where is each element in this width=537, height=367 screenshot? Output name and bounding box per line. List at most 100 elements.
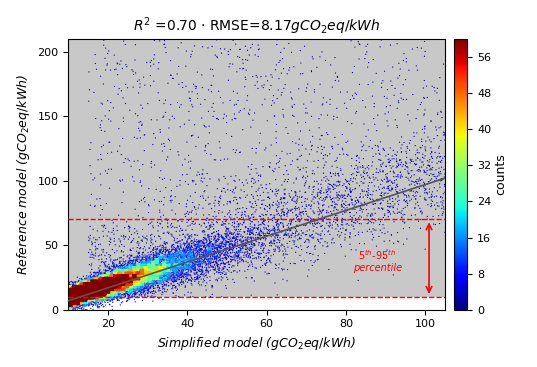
Point xyxy=(76,283,85,289)
Point xyxy=(203,257,212,262)
Point xyxy=(117,284,125,290)
Point xyxy=(54,297,62,302)
Point xyxy=(66,307,75,313)
Point xyxy=(58,295,67,301)
Point xyxy=(64,296,72,302)
Point xyxy=(397,145,405,151)
Point xyxy=(78,290,86,296)
Point xyxy=(167,252,176,258)
Point xyxy=(56,300,65,306)
Point xyxy=(66,292,75,298)
Point xyxy=(253,79,262,85)
Point xyxy=(66,295,74,301)
Point xyxy=(134,270,142,276)
Point xyxy=(262,231,270,237)
Point xyxy=(192,181,200,187)
Point xyxy=(79,299,88,305)
Point xyxy=(50,300,59,306)
Point xyxy=(74,292,82,298)
Point xyxy=(56,302,65,308)
Point xyxy=(49,297,57,303)
Point xyxy=(54,294,63,300)
Point xyxy=(82,293,90,299)
Point xyxy=(61,294,70,300)
Point xyxy=(165,270,174,276)
Point xyxy=(62,298,70,304)
Point xyxy=(88,242,96,248)
Point xyxy=(62,294,70,299)
Point xyxy=(64,292,73,298)
Point xyxy=(45,298,54,304)
Point xyxy=(122,298,131,304)
Point xyxy=(125,268,134,273)
Point xyxy=(259,229,267,235)
Point xyxy=(58,296,67,302)
Point xyxy=(133,274,142,280)
Point xyxy=(118,267,127,273)
Point xyxy=(128,264,137,270)
Point xyxy=(45,294,54,300)
Point xyxy=(85,291,94,297)
Point xyxy=(64,288,73,294)
Point xyxy=(79,280,88,286)
Point xyxy=(105,275,114,281)
Point xyxy=(48,297,57,303)
Point xyxy=(110,272,119,278)
Point xyxy=(99,296,108,302)
Point xyxy=(50,299,59,305)
Point xyxy=(94,293,103,299)
Point xyxy=(49,299,58,305)
Point xyxy=(50,299,59,305)
Point xyxy=(82,283,90,289)
Point xyxy=(144,278,153,284)
Point xyxy=(149,262,157,268)
Point xyxy=(56,300,64,306)
Point xyxy=(147,261,155,267)
Point xyxy=(171,261,179,266)
Point xyxy=(68,291,77,297)
Point xyxy=(76,294,84,300)
Point xyxy=(151,279,160,285)
Point xyxy=(74,302,82,308)
Point xyxy=(47,297,55,303)
Point xyxy=(66,291,74,297)
Point xyxy=(84,280,93,286)
Point xyxy=(78,283,87,288)
Point xyxy=(70,289,79,295)
Point xyxy=(119,256,127,262)
Point xyxy=(68,288,77,294)
Point xyxy=(46,294,55,300)
Point xyxy=(111,257,120,263)
Point xyxy=(103,291,112,297)
Point xyxy=(83,291,92,297)
Point xyxy=(143,264,151,269)
Point xyxy=(66,293,75,299)
Point xyxy=(103,283,111,289)
Point xyxy=(60,296,69,302)
Point xyxy=(51,298,60,304)
Point xyxy=(421,48,430,54)
Point xyxy=(85,286,94,292)
Point xyxy=(337,230,346,236)
Point xyxy=(143,264,151,270)
Point xyxy=(129,276,137,282)
Point xyxy=(165,261,174,267)
Point xyxy=(93,285,101,291)
Point xyxy=(91,282,99,288)
Point xyxy=(46,301,54,307)
Point xyxy=(60,296,68,302)
Point xyxy=(99,273,107,279)
Point xyxy=(149,263,157,269)
Point xyxy=(81,292,90,298)
Point xyxy=(70,293,79,299)
Point xyxy=(90,285,99,291)
Point xyxy=(96,279,104,285)
Point xyxy=(193,274,201,280)
Point xyxy=(57,295,66,301)
Point xyxy=(104,288,112,294)
Point xyxy=(69,286,78,291)
Point xyxy=(215,250,223,255)
Point xyxy=(126,279,134,285)
Point xyxy=(101,277,110,283)
Point xyxy=(62,290,71,295)
